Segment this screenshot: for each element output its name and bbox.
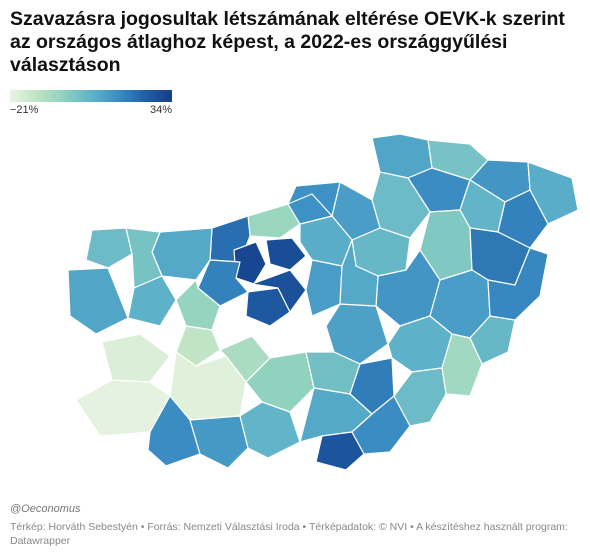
district-d18[interactable] <box>85 227 133 269</box>
district-d52[interactable] <box>339 239 379 307</box>
choropleth-map <box>67 133 579 471</box>
district-d21[interactable] <box>265 237 307 271</box>
credit-line: @Oeconomus <box>10 503 81 515</box>
district-d23[interactable] <box>251 269 307 313</box>
map-title: Szavazásra jogosultak létszámának eltéré… <box>10 8 565 76</box>
district-d42[interactable] <box>315 431 365 471</box>
source-line: Térkép: Horváth Sebestyén • Forrás: Nemz… <box>10 521 568 547</box>
district-d22[interactable] <box>245 287 291 327</box>
legend-gradient-bar <box>10 90 172 102</box>
color-legend: −21% 34% <box>10 90 172 116</box>
legend-min-label: −21% <box>10 104 39 116</box>
district-d50[interactable] <box>393 367 447 427</box>
district-d4[interactable] <box>527 161 579 225</box>
district-d35[interactable] <box>189 415 249 469</box>
district-d48[interactable] <box>487 247 549 321</box>
district-d28[interactable] <box>67 267 129 335</box>
district-d30[interactable] <box>101 333 171 383</box>
district-d29[interactable] <box>175 325 221 367</box>
district-d25[interactable] <box>305 259 343 317</box>
legend-max-label: 34% <box>149 104 172 116</box>
district-d7[interactable] <box>497 189 549 249</box>
district-d51[interactable] <box>287 193 333 225</box>
footer: @Oeconomus Térkép: Horváth Sebestyén • F… <box>10 502 585 548</box>
district-d37[interactable] <box>239 401 301 459</box>
district-d27[interactable] <box>127 275 177 327</box>
